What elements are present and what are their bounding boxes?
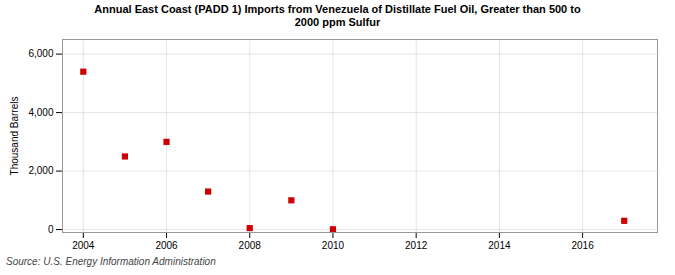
svg-text:2016: 2016	[571, 240, 594, 251]
svg-text:2004: 2004	[72, 240, 95, 251]
svg-text:Thousand Barrels: Thousand Barrels	[9, 97, 20, 176]
html-text:Annual East Coast (PADD 1) Imp: Annual East Coast (PADD 1) Imports from …	[94, 3, 581, 29]
svg-text:2012: 2012	[405, 240, 428, 251]
svg-text:0: 0	[48, 224, 54, 235]
svg-text:2014: 2014	[488, 240, 511, 251]
svg-text:2006: 2006	[155, 240, 178, 251]
svg-text:6,000: 6,000	[28, 49, 53, 60]
svg-text:2008: 2008	[239, 240, 262, 251]
svg-text:2,000: 2,000	[28, 166, 53, 177]
html-text:Source: U.S. Energy Informatio: Source: U.S. Energy Information Administ…	[6, 256, 216, 268]
svg-text:2010: 2010	[322, 240, 345, 251]
svg-text:4,000: 4,000	[28, 107, 53, 118]
